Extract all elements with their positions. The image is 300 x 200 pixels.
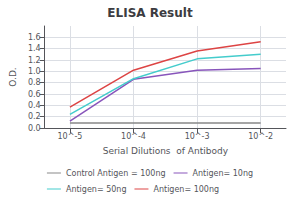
svg-text:0.0: 0.0 bbox=[28, 124, 41, 133]
svg-text:O.D.: O.D. bbox=[8, 67, 18, 86]
svg-text:1.4: 1.4 bbox=[28, 44, 41, 53]
svg-text:10^-5: 10^-5 bbox=[57, 132, 82, 141]
svg-text:1.0: 1.0 bbox=[28, 67, 41, 76]
svg-text:Serial Dilutions of Antibody: Serial Dilutions of Antibody bbox=[103, 146, 229, 156]
svg-text:1.2: 1.2 bbox=[28, 56, 41, 65]
svg-text:ELISA Result: ELISA Result bbox=[107, 6, 193, 20]
svg-text:0.6: 0.6 bbox=[28, 90, 41, 99]
svg-text:0.8: 0.8 bbox=[28, 78, 41, 87]
svg-text:Antigen= 100ng: Antigen= 100ng bbox=[153, 185, 219, 194]
svg-text:10^-2: 10^-2 bbox=[248, 132, 273, 141]
svg-text:10^-3: 10^-3 bbox=[185, 132, 210, 141]
svg-text:1.6: 1.6 bbox=[28, 33, 41, 42]
svg-text:Antigen= 10ng: Antigen= 10ng bbox=[193, 169, 254, 178]
svg-text:Control Antigen = 100ng: Control Antigen = 100ng bbox=[66, 169, 166, 178]
svg-text:Antigen= 50ng: Antigen= 50ng bbox=[66, 185, 127, 194]
svg-text:0.2: 0.2 bbox=[28, 112, 41, 121]
svg-text:10^-4: 10^-4 bbox=[121, 132, 146, 141]
svg-text:0.4: 0.4 bbox=[28, 101, 41, 110]
